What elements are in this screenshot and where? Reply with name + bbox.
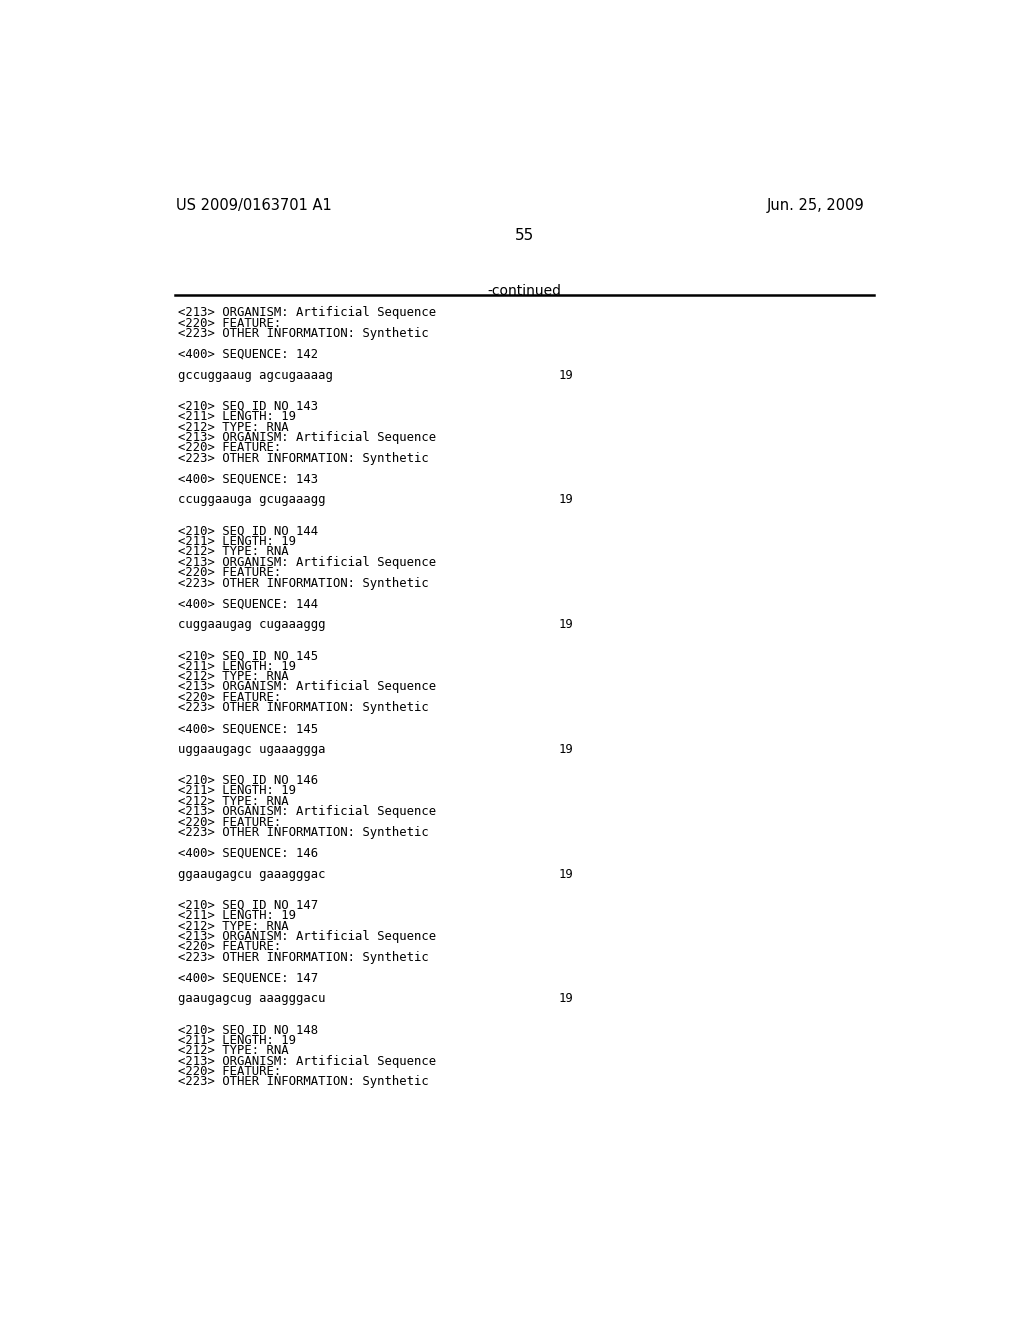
Text: <212> TYPE: RNA: <212> TYPE: RNA (178, 795, 289, 808)
Text: <400> SEQUENCE: 145: <400> SEQUENCE: 145 (178, 722, 318, 735)
Text: <211> LENGTH: 19: <211> LENGTH: 19 (178, 1034, 296, 1047)
Text: <210> SEQ ID NO 147: <210> SEQ ID NO 147 (178, 899, 318, 912)
Text: <211> LENGTH: 19: <211> LENGTH: 19 (178, 660, 296, 673)
Text: <400> SEQUENCE: 147: <400> SEQUENCE: 147 (178, 972, 318, 985)
Text: <220> FEATURE:: <220> FEATURE: (178, 940, 282, 953)
Text: <223> OTHER INFORMATION: Synthetic: <223> OTHER INFORMATION: Synthetic (178, 327, 429, 341)
Text: <211> LENGTH: 19: <211> LENGTH: 19 (178, 909, 296, 923)
Text: <220> FEATURE:: <220> FEATURE: (178, 1065, 282, 1078)
Text: <223> OTHER INFORMATION: Synthetic: <223> OTHER INFORMATION: Synthetic (178, 577, 429, 590)
Text: 19: 19 (558, 494, 572, 507)
Text: 19: 19 (558, 743, 572, 756)
Text: <213> ORGANISM: Artificial Sequence: <213> ORGANISM: Artificial Sequence (178, 556, 436, 569)
Text: gaaugagcug aaagggacu: gaaugagcug aaagggacu (178, 993, 326, 1006)
Text: <213> ORGANISM: Artificial Sequence: <213> ORGANISM: Artificial Sequence (178, 929, 436, 942)
Text: <211> LENGTH: 19: <211> LENGTH: 19 (178, 535, 296, 548)
Text: <213> ORGANISM: Artificial Sequence: <213> ORGANISM: Artificial Sequence (178, 1055, 436, 1068)
Text: <210> SEQ ID NO 148: <210> SEQ ID NO 148 (178, 1023, 318, 1036)
Text: US 2009/0163701 A1: US 2009/0163701 A1 (176, 198, 332, 214)
Text: <220> FEATURE:: <220> FEATURE: (178, 816, 282, 829)
Text: <212> TYPE: RNA: <212> TYPE: RNA (178, 671, 289, 682)
Text: <223> OTHER INFORMATION: Synthetic: <223> OTHER INFORMATION: Synthetic (178, 701, 429, 714)
Text: <223> OTHER INFORMATION: Synthetic: <223> OTHER INFORMATION: Synthetic (178, 1076, 429, 1089)
Text: 19: 19 (558, 867, 572, 880)
Text: <212> TYPE: RNA: <212> TYPE: RNA (178, 421, 289, 433)
Text: <210> SEQ ID NO 144: <210> SEQ ID NO 144 (178, 524, 318, 537)
Text: <212> TYPE: RNA: <212> TYPE: RNA (178, 545, 289, 558)
Text: <211> LENGTH: 19: <211> LENGTH: 19 (178, 784, 296, 797)
Text: <220> FEATURE:: <220> FEATURE: (178, 317, 282, 330)
Text: <220> FEATURE:: <220> FEATURE: (178, 441, 282, 454)
Text: <213> ORGANISM: Artificial Sequence: <213> ORGANISM: Artificial Sequence (178, 306, 436, 319)
Text: <400> SEQUENCE: 146: <400> SEQUENCE: 146 (178, 847, 318, 859)
Text: -continued: -continued (487, 284, 562, 298)
Text: <220> FEATURE:: <220> FEATURE: (178, 566, 282, 579)
Text: <400> SEQUENCE: 142: <400> SEQUENCE: 142 (178, 348, 318, 360)
Text: <210> SEQ ID NO 143: <210> SEQ ID NO 143 (178, 400, 318, 413)
Text: <211> LENGTH: 19: <211> LENGTH: 19 (178, 411, 296, 424)
Text: cuggaaugag cugaaaggg: cuggaaugag cugaaaggg (178, 618, 326, 631)
Text: <220> FEATURE:: <220> FEATURE: (178, 690, 282, 704)
Text: 19: 19 (558, 993, 572, 1006)
Text: ccuggaauga gcugaaagg: ccuggaauga gcugaaagg (178, 494, 326, 507)
Text: <400> SEQUENCE: 144: <400> SEQUENCE: 144 (178, 598, 318, 610)
Text: <212> TYPE: RNA: <212> TYPE: RNA (178, 1044, 289, 1057)
Text: <400> SEQUENCE: 143: <400> SEQUENCE: 143 (178, 473, 318, 486)
Text: <223> OTHER INFORMATION: Synthetic: <223> OTHER INFORMATION: Synthetic (178, 826, 429, 840)
Text: <213> ORGANISM: Artificial Sequence: <213> ORGANISM: Artificial Sequence (178, 805, 436, 818)
Text: ggaaugagcu gaaagggac: ggaaugagcu gaaagggac (178, 867, 326, 880)
Text: 55: 55 (515, 227, 535, 243)
Text: <213> ORGANISM: Artificial Sequence: <213> ORGANISM: Artificial Sequence (178, 681, 436, 693)
Text: <212> TYPE: RNA: <212> TYPE: RNA (178, 920, 289, 932)
Text: <210> SEQ ID NO 146: <210> SEQ ID NO 146 (178, 774, 318, 787)
Text: Jun. 25, 2009: Jun. 25, 2009 (767, 198, 864, 214)
Text: uggaaugagc ugaaaggga: uggaaugagc ugaaaggga (178, 743, 326, 756)
Text: <223> OTHER INFORMATION: Synthetic: <223> OTHER INFORMATION: Synthetic (178, 451, 429, 465)
Text: <213> ORGANISM: Artificial Sequence: <213> ORGANISM: Artificial Sequence (178, 430, 436, 444)
Text: 19: 19 (558, 368, 572, 381)
Text: 19: 19 (558, 618, 572, 631)
Text: gccuggaaug agcugaaaag: gccuggaaug agcugaaaag (178, 368, 333, 381)
Text: <210> SEQ ID NO 145: <210> SEQ ID NO 145 (178, 649, 318, 663)
Text: <223> OTHER INFORMATION: Synthetic: <223> OTHER INFORMATION: Synthetic (178, 950, 429, 964)
